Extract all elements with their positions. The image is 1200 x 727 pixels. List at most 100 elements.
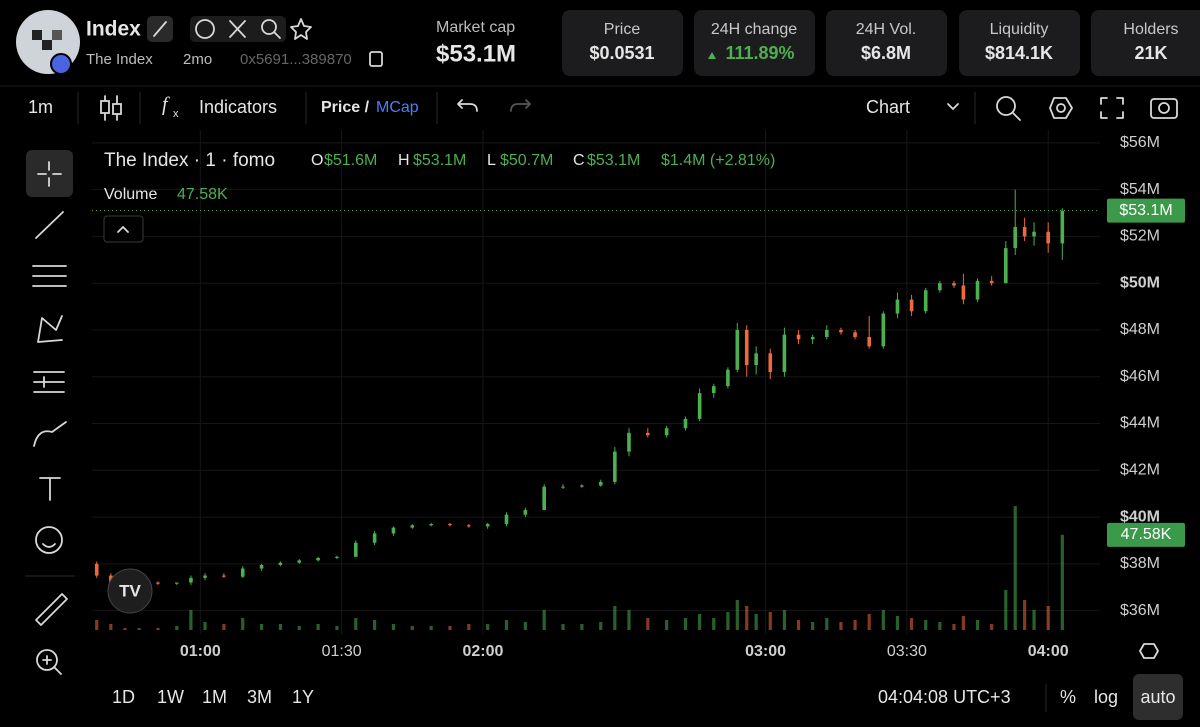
candle-body bbox=[94, 563, 99, 576]
trendline-tool[interactable] bbox=[35, 211, 64, 239]
text-tool[interactable] bbox=[39, 477, 61, 501]
candle-body bbox=[156, 582, 160, 584]
collapse-button[interactable] bbox=[103, 215, 144, 243]
volume-bar bbox=[975, 620, 980, 630]
alert-icon bbox=[1012, 112, 1021, 121]
globe-icon[interactable] bbox=[195, 19, 215, 39]
candle-body bbox=[335, 556, 339, 558]
volume-bar bbox=[123, 628, 127, 630]
y-tick-label: $44M bbox=[1120, 415, 1160, 432]
volume-bar bbox=[1060, 534, 1064, 630]
candle-body bbox=[1060, 210, 1065, 244]
camera-icon[interactable] bbox=[1150, 98, 1178, 119]
candle-body bbox=[448, 524, 452, 526]
camera-icon bbox=[1158, 102, 1170, 114]
chart: $36M $38M $40M $42M $44M $46M $48M $50M $52M $54M… bbox=[92, 130, 1185, 660]
percent-toggle[interactable]: % bbox=[1060, 687, 1076, 707]
volume-bar bbox=[1046, 606, 1050, 630]
indicators-button[interactable]: Indicators bbox=[199, 97, 277, 117]
clock: 04:04:08 UTC+3 bbox=[878, 687, 1011, 707]
candle-body bbox=[961, 285, 966, 300]
range-button[interactable]: 1Y bbox=[292, 687, 314, 707]
x-icon[interactable] bbox=[229, 20, 246, 38]
volume-bar bbox=[853, 620, 857, 630]
edit-icon bbox=[153, 21, 167, 37]
volume-bar bbox=[1032, 610, 1036, 630]
candle-body bbox=[613, 451, 617, 482]
fib-tool[interactable] bbox=[32, 265, 67, 287]
axis-settings[interactable] bbox=[1139, 643, 1159, 659]
search-icon[interactable] bbox=[261, 19, 277, 35]
range-button[interactable]: 3M bbox=[247, 687, 272, 707]
candle-body bbox=[796, 334, 801, 340]
candle-body bbox=[222, 575, 226, 577]
crosshair-tool[interactable] bbox=[26, 150, 73, 197]
candle-body bbox=[353, 542, 358, 557]
settings-icon[interactable] bbox=[1049, 97, 1073, 119]
candle-body bbox=[744, 329, 749, 366]
ruler-tool[interactable] bbox=[35, 593, 68, 626]
x-tick-label: 02:00 bbox=[462, 643, 503, 660]
volume-bar bbox=[137, 628, 141, 630]
stat-value: $814.1K bbox=[985, 43, 1053, 63]
pattern-tool[interactable] bbox=[37, 315, 63, 343]
volume-bar bbox=[354, 618, 358, 630]
brush-tool[interactable] bbox=[33, 421, 67, 447]
volume-bar bbox=[1023, 600, 1027, 630]
x-tick-label: 03:30 bbox=[887, 643, 927, 660]
legend-low: $50.7M bbox=[500, 152, 553, 169]
forecast-tool[interactable] bbox=[33, 371, 65, 393]
candle-body bbox=[429, 524, 433, 526]
legend-change: $1.4M (+2.81%) bbox=[661, 152, 775, 169]
collapse-icon bbox=[117, 226, 129, 233]
volume-bar bbox=[241, 618, 245, 630]
volume-bar bbox=[735, 600, 739, 630]
mcap-toggle[interactable]: MCap bbox=[376, 99, 419, 116]
chart-type[interactable]: Chart bbox=[866, 97, 910, 117]
emoji-tool[interactable] bbox=[35, 526, 63, 554]
volume-bar bbox=[467, 624, 471, 630]
stat-label: Liquidity bbox=[990, 21, 1049, 38]
candle-icon bbox=[100, 100, 110, 114]
candle-body bbox=[109, 575, 113, 583]
x-tick-label: 03:00 bbox=[745, 643, 786, 660]
range-button[interactable]: 1W bbox=[157, 687, 184, 707]
legend-o-label: O bbox=[311, 152, 323, 169]
auto-toggle[interactable] bbox=[1133, 674, 1183, 720]
volume-bar bbox=[796, 620, 801, 630]
legend-h-label: H bbox=[398, 152, 410, 169]
volume-bar bbox=[316, 624, 320, 630]
y-tick-label: $54M bbox=[1120, 181, 1160, 198]
interval[interactable]: 1m bbox=[28, 97, 53, 117]
legend-symbol: The Index · 1 · fomo bbox=[104, 150, 275, 171]
log-toggle[interactable]: log bbox=[1094, 687, 1118, 707]
volume-bar bbox=[448, 626, 452, 630]
alert-icon[interactable] bbox=[996, 96, 1016, 116]
x-tick-label: 01:00 bbox=[180, 643, 221, 660]
volume-bar bbox=[259, 624, 264, 630]
volume-bar bbox=[754, 614, 758, 630]
volume-bar bbox=[881, 610, 885, 630]
fullscreen-icon[interactable] bbox=[1100, 97, 1124, 119]
copy-icon[interactable] bbox=[369, 51, 383, 67]
price-toggle[interactable]: Price / bbox=[321, 99, 370, 116]
redo-icon[interactable] bbox=[510, 99, 531, 112]
stat-box bbox=[1091, 10, 1200, 76]
range-button[interactable]: 1M bbox=[202, 687, 227, 707]
star-icon[interactable] bbox=[290, 18, 312, 40]
volume-bar bbox=[175, 626, 179, 630]
candle-body bbox=[561, 486, 565, 488]
stats: Price $0.0531 24H change 111.89% 24H Vol. $6.… bbox=[562, 10, 1200, 76]
undo-icon[interactable] bbox=[457, 99, 478, 112]
candle-body bbox=[627, 432, 631, 452]
volume-bar bbox=[768, 612, 772, 630]
stat-value: 21K bbox=[1134, 43, 1167, 63]
candle-body bbox=[1046, 231, 1050, 244]
stat-value: $0.0531 bbox=[589, 43, 654, 63]
zoom-tool[interactable] bbox=[36, 649, 58, 671]
range-button[interactable]: 1D bbox=[112, 687, 135, 707]
candle-body bbox=[278, 562, 283, 566]
candle-body bbox=[989, 280, 994, 284]
